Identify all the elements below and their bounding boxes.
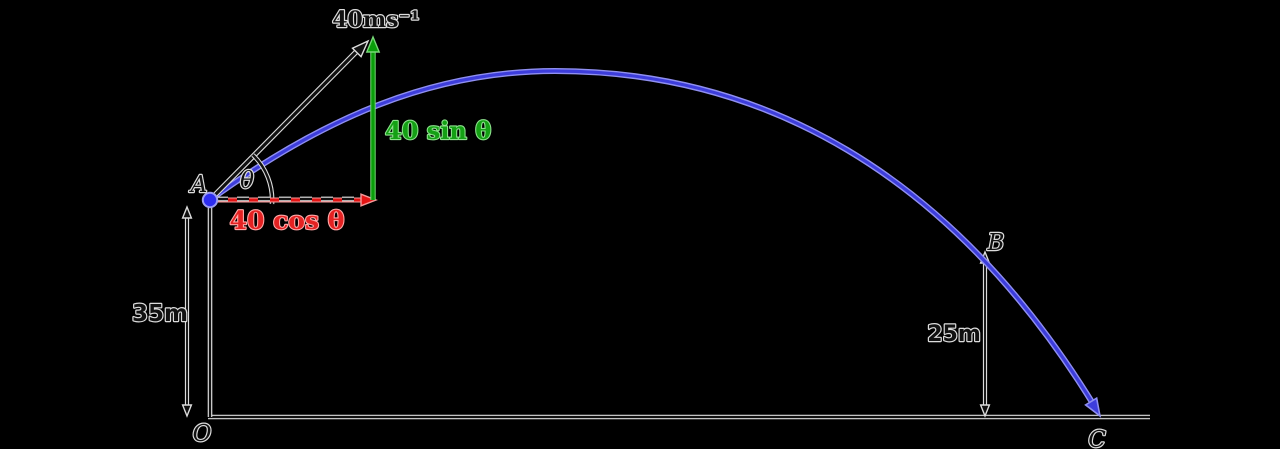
arrowhead-35m-top-icon [181,205,193,219]
vertical-arrowhead-icon [365,35,381,53]
horizontal-arrowhead-icon [360,193,378,207]
trajectory-core [209,69,1097,408]
trajectory-arrowhead-icon [1084,396,1102,418]
height-25m-measure [979,250,991,418]
velocity-label: 40ms⁻¹ [332,7,420,33]
velocity-vector-core [208,50,358,202]
angle-theta-label: θ [240,168,254,194]
height-25m-label: 25m [927,322,981,347]
trajectory-curve [208,67,1102,418]
vertical-component-arrow [365,35,381,200]
height-35m-label: 35m [132,301,188,327]
point-c-label: C [1088,427,1106,449]
arrowhead-35m-bottom-icon [181,404,193,418]
origin-label: O [193,421,212,447]
height-35m-measure [181,205,193,418]
horizontal-component-label: 40 cos θ [230,206,345,235]
horizontal-component-arrow [212,193,378,207]
point-a-label: A [189,172,208,198]
vertical-component-label: 40 sin θ [385,116,491,145]
point-b-label: B [987,230,1005,256]
velocity-vector [208,39,370,202]
arrowhead-25m-bottom-icon [979,404,991,418]
point-a-dot [201,191,219,209]
velocity-arrowhead-icon [351,39,370,58]
